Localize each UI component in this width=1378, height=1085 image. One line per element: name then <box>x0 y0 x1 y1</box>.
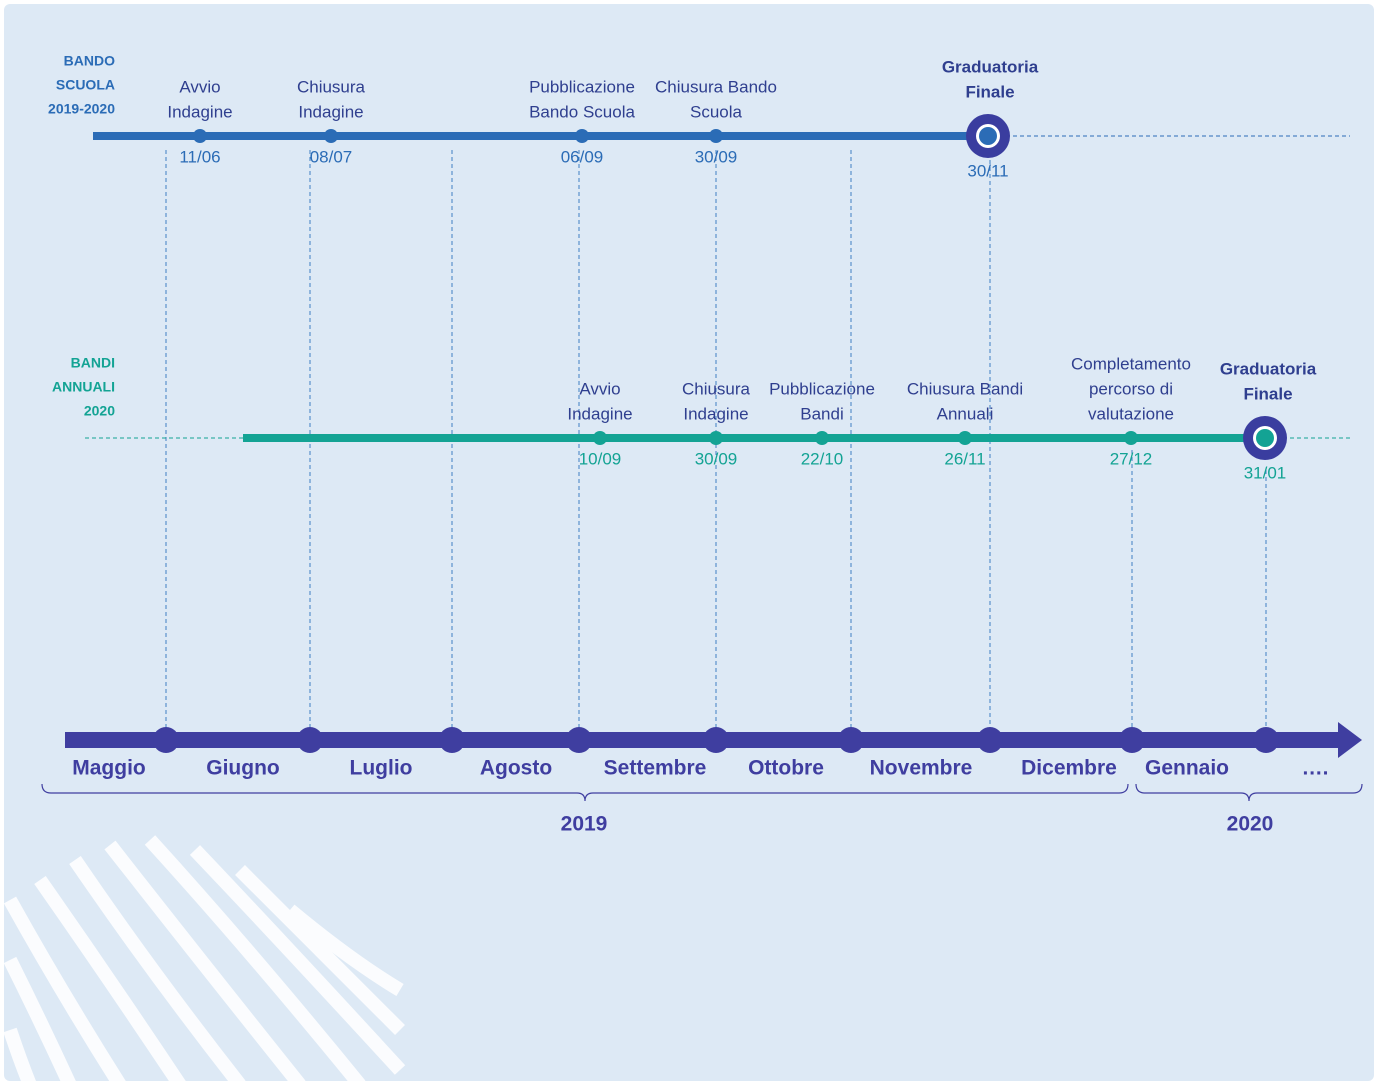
month-dot <box>703 727 729 753</box>
event-label: Indagine <box>683 404 748 423</box>
track-label: BANDI <box>71 355 115 371</box>
event-label: Chiusura <box>297 77 366 96</box>
final-dot <box>1256 429 1274 447</box>
event-label: Pubblicazione <box>769 379 875 398</box>
event-label: Pubblicazione <box>529 77 635 96</box>
event-label: Indagine <box>567 404 632 423</box>
event-label: Indagine <box>298 102 363 121</box>
event-label: Completamento <box>1071 354 1191 373</box>
month-label: Dicembre <box>1021 757 1117 780</box>
year-label: 2019 <box>561 813 608 836</box>
event-label: Annuali <box>937 404 994 423</box>
event-date: 27/12 <box>1110 449 1153 468</box>
event-label: Bando Scuola <box>529 102 635 121</box>
month-label: Ottobre <box>748 757 824 780</box>
month-label: Maggio <box>72 757 146 780</box>
event-dot <box>1124 431 1138 445</box>
event-date: 08/07 <box>310 147 353 166</box>
final-dot <box>979 127 997 145</box>
final-label: Finale <box>1243 384 1292 403</box>
final-label: Graduatoria <box>942 57 1039 76</box>
event-label: Chiusura Bandi <box>907 379 1023 398</box>
timeline: BANDO SCUOLA 2019-2020 Avvio Indagine 11/06 Ch… <box>0 0 1378 1085</box>
event-label: Bandi <box>800 404 843 423</box>
month-label: Agosto <box>480 757 552 780</box>
track-label: SCUOLA <box>56 77 115 93</box>
event-dot <box>815 431 829 445</box>
month-dot <box>838 727 864 753</box>
month-dot <box>1253 727 1279 753</box>
event-date: 30/09 <box>695 147 738 166</box>
event-date: 10/09 <box>579 449 622 468</box>
event-dot <box>958 431 972 445</box>
event-label: Chiusura <box>682 379 751 398</box>
event-label: Avvio <box>179 77 220 96</box>
event-label: valutazione <box>1088 404 1174 423</box>
month-dot <box>153 727 179 753</box>
event-label: Avvio <box>579 379 620 398</box>
event-date: 11/06 <box>179 147 220 166</box>
track-label: 2020 <box>84 403 115 419</box>
event-dot <box>193 129 207 143</box>
event-date: 30/09 <box>695 449 738 468</box>
month-label: Luglio <box>350 757 413 780</box>
track-label: 2019-2020 <box>48 101 115 117</box>
final-date: 31/01 <box>1244 463 1287 482</box>
event-date: 06/09 <box>561 147 604 166</box>
final-date: 30/11 <box>967 161 1008 180</box>
event-label: Scuola <box>690 102 743 121</box>
event-dot <box>709 129 723 143</box>
track-label: ANNUALI <box>52 379 115 395</box>
event-label: Indagine <box>167 102 232 121</box>
event-date: 26/11 <box>944 449 985 468</box>
final-label: Finale <box>965 82 1014 101</box>
final-label: Graduatoria <box>1220 359 1317 378</box>
event-label: Chiusura Bando <box>655 77 777 96</box>
event-dot <box>575 129 589 143</box>
track-label: BANDO <box>64 53 115 69</box>
month-dot <box>439 727 465 753</box>
month-dot <box>977 727 1003 753</box>
month-label: Settembre <box>604 757 707 780</box>
event-dot <box>593 431 607 445</box>
event-dot <box>324 129 338 143</box>
month-label: Gennaio <box>1145 757 1229 780</box>
month-axis <box>65 732 1340 748</box>
event-date: 22/10 <box>801 449 844 468</box>
month-dot <box>1119 727 1145 753</box>
event-dot <box>709 431 723 445</box>
month-label: Novembre <box>870 757 973 780</box>
month-dot <box>566 727 592 753</box>
year-label: 2020 <box>1227 813 1274 836</box>
month-label: Giugno <box>206 757 279 780</box>
event-label: percorso di <box>1089 379 1173 398</box>
month-dot <box>297 727 323 753</box>
month-label: …. <box>1302 757 1329 780</box>
